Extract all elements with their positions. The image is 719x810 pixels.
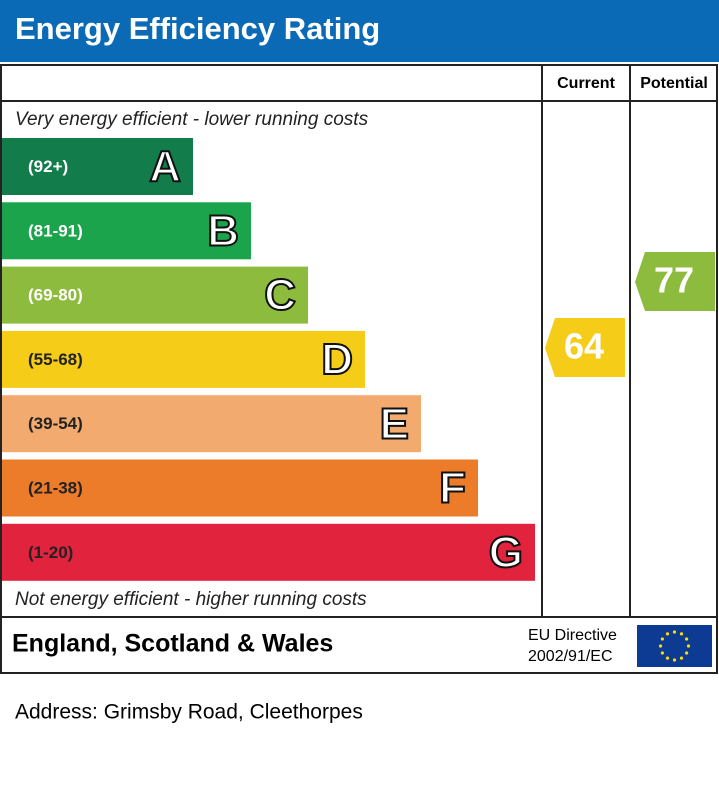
band-letter: D — [321, 335, 353, 384]
eu-star — [679, 656, 684, 660]
eu-star — [665, 632, 670, 636]
directive: 2002/91/EC — [528, 648, 613, 665]
column-header: Current — [557, 75, 615, 92]
potential-rating: 77 — [654, 260, 694, 301]
band-bar — [2, 523, 535, 581]
band-range: (55-68) — [28, 350, 83, 369]
band-bar — [2, 266, 308, 324]
eu-star — [679, 632, 684, 636]
region: England, Scotland & Wales — [12, 630, 333, 658]
band-letter: B — [207, 206, 239, 255]
band-range: (21-38) — [28, 478, 83, 497]
column-header: Potential — [640, 75, 708, 92]
band-letter: C — [264, 271, 296, 320]
eu-star — [660, 637, 664, 641]
band-bar — [2, 202, 251, 260]
current-rating: 64 — [564, 326, 604, 367]
title: Energy Efficiency Rating — [15, 11, 380, 46]
eu-star — [672, 658, 677, 662]
band-range: (69-80) — [28, 286, 83, 305]
band-bar — [2, 395, 421, 453]
header-bar — [0, 0, 719, 62]
band-letter: A — [149, 142, 181, 191]
eu-star — [685, 651, 689, 655]
band-range: (92+) — [28, 157, 68, 176]
current-arrow — [545, 318, 625, 377]
eu-star — [665, 656, 670, 660]
eu-star — [672, 630, 677, 634]
eu-stars — [658, 630, 691, 662]
band-bar — [2, 138, 193, 195]
band-letter: E — [380, 399, 409, 448]
band-letter: F — [439, 464, 466, 513]
band-range: (1-20) — [28, 543, 73, 562]
band-range: (39-54) — [28, 414, 83, 433]
band-bar — [2, 459, 478, 517]
eu-star — [658, 644, 663, 648]
eu-star — [685, 637, 689, 641]
directive: EU Directive — [528, 627, 617, 644]
potential-arrow — [635, 252, 715, 311]
eu-star — [686, 644, 691, 648]
bottom-note: Not energy efficient - higher running co… — [15, 589, 367, 610]
band-range: (81-91) — [28, 221, 83, 240]
band-letter: G — [489, 528, 523, 577]
eu-star — [660, 651, 664, 655]
address: Address: Grimsby Road, Cleethorpes — [15, 701, 363, 724]
top-note: Very energy efficient - lower running co… — [15, 109, 369, 130]
band-bar — [2, 330, 365, 388]
frame — [0, 64, 718, 674]
